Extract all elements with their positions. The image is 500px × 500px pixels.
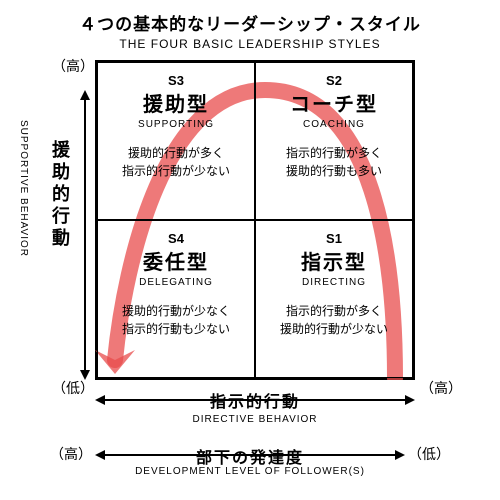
cell-code: S4 — [106, 231, 246, 246]
cell-desc: 指示的行動が多く 援助的行動が少ない — [264, 302, 404, 338]
dev-label-en: DEVELOPMENT LEVEL OF FOLLOWER(S) — [40, 466, 460, 477]
y-axis-arrow-icon — [78, 90, 92, 380]
cell-code: S3 — [106, 73, 246, 88]
cell-s1: S1 指示型 DIRECTING 指示的行動が多く 援助的行動が少ない — [255, 220, 413, 378]
cell-name-en: DIRECTING — [264, 277, 404, 288]
cell-name-en: SUPPORTING — [106, 119, 246, 130]
cell-code: S1 — [264, 231, 404, 246]
cell-s2: S2 コーチ型 COACHING 指示的行動が多く 援助的行動も多い — [255, 62, 413, 220]
cell-name-jp: 委任型 — [106, 246, 246, 275]
y-axis-low-label: （低） — [52, 378, 94, 398]
cell-name-jp: コーチ型 — [264, 88, 404, 117]
dev-label-jp: 部下の発達度 — [40, 444, 460, 468]
y-axis-label-en: SUPPORTIVE BEHAVIOR — [18, 120, 29, 257]
cell-name-jp: 指示型 — [264, 246, 404, 275]
development-axis: （高） 部下の発達度 DEVELOPMENT LEVEL OF FOLLOWER… — [40, 444, 460, 484]
quadrant-grid: S3 援助型 SUPPORTING 援助的行動が多く 指示的行動が少ない S2 … — [95, 60, 415, 380]
cell-s3: S3 援助型 SUPPORTING 援助的行動が多く 指示的行動が少ない — [97, 62, 255, 220]
cell-desc: 援助的行動が少なく 指示的行動も少ない — [106, 302, 246, 338]
cell-code: S2 — [264, 73, 404, 88]
cell-name-en: DELEGATING — [106, 277, 246, 288]
cell-name-jp: 援助型 — [106, 88, 246, 117]
cell-s4: S4 委任型 DELEGATING 援助的行動が少なく 指示的行動も少ない — [97, 220, 255, 378]
x-axis: 指示的行動 DIRECTIVE BEHAVIOR — [95, 388, 415, 428]
title-en: THE FOUR BASIC LEADERSHIP STYLES — [0, 37, 500, 51]
x-axis-high-label: （高） — [420, 378, 462, 398]
y-axis-high-label: （高） — [52, 56, 94, 76]
title-jp: ４つの基本的なリーダーシップ・スタイル — [0, 0, 500, 35]
y-axis: 援助的行動 SUPPORTIVE BEHAVIOR — [10, 90, 88, 380]
cell-name-en: COACHING — [264, 119, 404, 130]
x-axis-label-en: DIRECTIVE BEHAVIOR — [95, 414, 415, 425]
y-axis-label-jp: 援助的行動 — [48, 140, 70, 250]
cell-desc: 援助的行動が多く 指示的行動が少ない — [106, 144, 246, 180]
cell-desc: 指示的行動が多く 援助的行動も多い — [264, 144, 404, 180]
quadrant-grid-area: S3 援助型 SUPPORTING 援助的行動が多く 指示的行動が少ない S2 … — [95, 60, 415, 380]
dev-low-label: （低） — [408, 444, 450, 464]
x-axis-label-jp: 指示的行動 — [95, 388, 415, 412]
